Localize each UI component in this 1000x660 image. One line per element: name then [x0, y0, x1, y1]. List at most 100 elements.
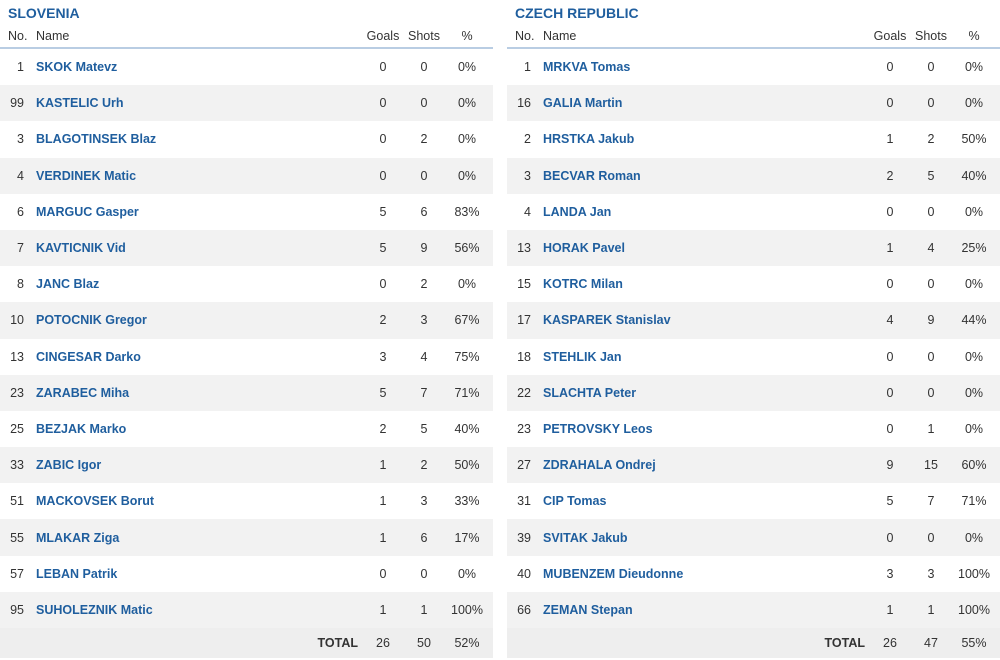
table-row: 40 MUBENZEM Dieudonne 3 3 100%	[507, 555, 1000, 592]
player-name-link[interactable]: ZEMAN Stepan	[543, 602, 633, 617]
player-number: 17	[517, 313, 531, 328]
player-name-link[interactable]: HRSTKA Jakub	[543, 132, 635, 147]
player-name-link[interactable]: JANC Blaz	[36, 277, 100, 292]
player-number: 1	[524, 60, 531, 75]
player-goals: 0	[379, 60, 387, 75]
player-name-link[interactable]: MARGUC Gasper	[36, 204, 139, 219]
player-name-link[interactable]: BECVAR Roman	[543, 168, 641, 183]
player-number: 66	[517, 602, 531, 617]
player-pct: 83%	[454, 204, 480, 219]
player-name-link[interactable]: SKOK Matevz	[36, 60, 118, 75]
player-name-link[interactable]: KASTELIC Urh	[36, 96, 124, 111]
team-stats-panel-left: SLOVENIA No. Name Goals Shots % 1 SKOK Ma…	[0, 0, 493, 658]
player-number: 18	[517, 349, 531, 364]
player-name-link[interactable]: ZARABEC Miha	[36, 385, 130, 400]
player-name-link[interactable]: LANDA Jan	[543, 204, 612, 219]
table-row: 33 ZABIC Igor 1 2 50%	[0, 447, 493, 484]
column-header-name: Name	[36, 29, 70, 43]
player-goals: 1	[886, 132, 894, 147]
total-label: TOTAL	[317, 636, 358, 650]
player-shots: 2	[420, 132, 428, 147]
total-label: TOTAL	[824, 636, 865, 650]
player-number: 1	[17, 60, 24, 75]
player-shots: 0	[927, 385, 935, 400]
table-row: 1 MRKVA Tomas 0 0 0%	[507, 49, 1000, 86]
player-pct: 100%	[958, 602, 990, 617]
player-shots: 0	[420, 168, 428, 183]
player-shots: 0	[927, 530, 935, 545]
player-pct: 0%	[964, 277, 984, 292]
player-goals: 0	[379, 96, 387, 111]
player-number: 15	[517, 277, 531, 292]
player-name-link[interactable]: MACKOVSEK Borut	[36, 494, 155, 509]
player-goals: 1	[886, 602, 894, 617]
player-name-link[interactable]: BLAGOTINSEK Blaz	[36, 132, 157, 147]
player-shots: 0	[927, 204, 935, 219]
player-pct: 50%	[961, 132, 987, 147]
player-name-link[interactable]: PETROVSKY Leos	[543, 421, 653, 436]
player-name-link[interactable]: STEHLIK Jan	[543, 349, 622, 364]
player-name-link[interactable]: MUBENZEM Dieudonne	[543, 566, 684, 581]
player-goals: 0	[886, 60, 894, 75]
table-row: 99 KASTELIC Urh 0 0 0%	[0, 85, 493, 122]
total-row: TOTAL 26 47 55%	[507, 628, 1000, 658]
player-goals: 0	[379, 132, 387, 147]
player-name-link[interactable]: KOTRC Milan	[543, 277, 623, 292]
player-pct: 60%	[961, 458, 987, 473]
column-header-name: Name	[543, 29, 577, 43]
player-goals: 0	[886, 530, 894, 545]
player-name-link[interactable]: MLAKAR Ziga	[36, 530, 120, 545]
player-name-link[interactable]: SLACHTA Peter	[543, 385, 637, 400]
player-name-link[interactable]: GALIA Martin	[543, 96, 623, 111]
player-name-link[interactable]: POTOCNIK Gregor	[36, 313, 147, 328]
player-name-link[interactable]: ZABIC Igor	[36, 458, 102, 473]
player-name-link[interactable]: KASPAREK Stanislav	[543, 313, 671, 328]
player-name-link[interactable]: BEZJAK Marko	[36, 421, 127, 436]
player-number: 23	[517, 421, 531, 436]
table-row: 51 MACKOVSEK Borut 1 3 33%	[0, 483, 493, 520]
player-shots: 0	[420, 96, 428, 111]
table-row: 27 ZDRAHALA Ondrej 9 15 60%	[507, 447, 1000, 484]
player-goals: 0	[886, 421, 894, 436]
player-goals: 0	[886, 349, 894, 364]
player-shots: 6	[420, 530, 428, 545]
player-name-link[interactable]: KAVTICNIK Vid	[36, 241, 126, 256]
player-goals: 1	[379, 530, 387, 545]
table-row: 1 SKOK Matevz 0 0 0%	[0, 49, 493, 86]
player-number: 99	[10, 96, 24, 111]
player-pct: 0%	[457, 60, 477, 75]
player-goals: 2	[886, 168, 894, 183]
player-name-link[interactable]: LEBAN Patrik	[36, 566, 118, 581]
table-row: 2 HRSTKA Jakub 1 2 50%	[507, 121, 1000, 158]
table-row: 55 MLAKAR Ziga 1 6 17%	[0, 519, 493, 556]
player-shots: 3	[420, 494, 428, 509]
player-number: 40	[517, 566, 531, 581]
player-shots: 6	[420, 204, 428, 219]
player-name-link[interactable]: SUHOLEZNIK Matic	[36, 602, 153, 617]
player-name-link[interactable]: SVITAK Jakub	[543, 530, 628, 545]
player-name-link[interactable]: ZDRAHALA Ondrej	[543, 458, 656, 473]
player-shots: 0	[927, 349, 935, 364]
player-name-link[interactable]: HORAK Pavel	[543, 241, 625, 256]
player-shots: 7	[927, 494, 935, 509]
player-name-link[interactable]: CIP Tomas	[543, 494, 607, 509]
table-row: 3 BECVAR Roman 2 5 40%	[507, 157, 1000, 194]
player-number: 3	[17, 132, 24, 147]
player-number: 95	[10, 602, 24, 617]
table-row: 3 BLAGOTINSEK Blaz 0 2 0%	[0, 121, 493, 158]
player-shots: 1	[927, 421, 935, 436]
player-shots: 3	[927, 566, 935, 581]
player-name-link[interactable]: VERDINEK Matic	[36, 168, 137, 183]
player-pct: 0%	[457, 566, 477, 581]
player-pct: 71%	[454, 385, 480, 400]
player-name-link[interactable]: MRKVA Tomas	[543, 60, 631, 75]
player-number: 10	[10, 313, 24, 328]
player-shots: 15	[924, 458, 938, 473]
player-pct: 75%	[454, 349, 480, 364]
player-goals: 5	[379, 241, 387, 256]
player-pct: 33%	[454, 494, 480, 509]
player-pct: 0%	[964, 204, 984, 219]
player-name-link[interactable]: CINGESAR Darko	[36, 349, 141, 364]
player-shots: 0	[927, 60, 935, 75]
player-shots: 2	[420, 277, 428, 292]
